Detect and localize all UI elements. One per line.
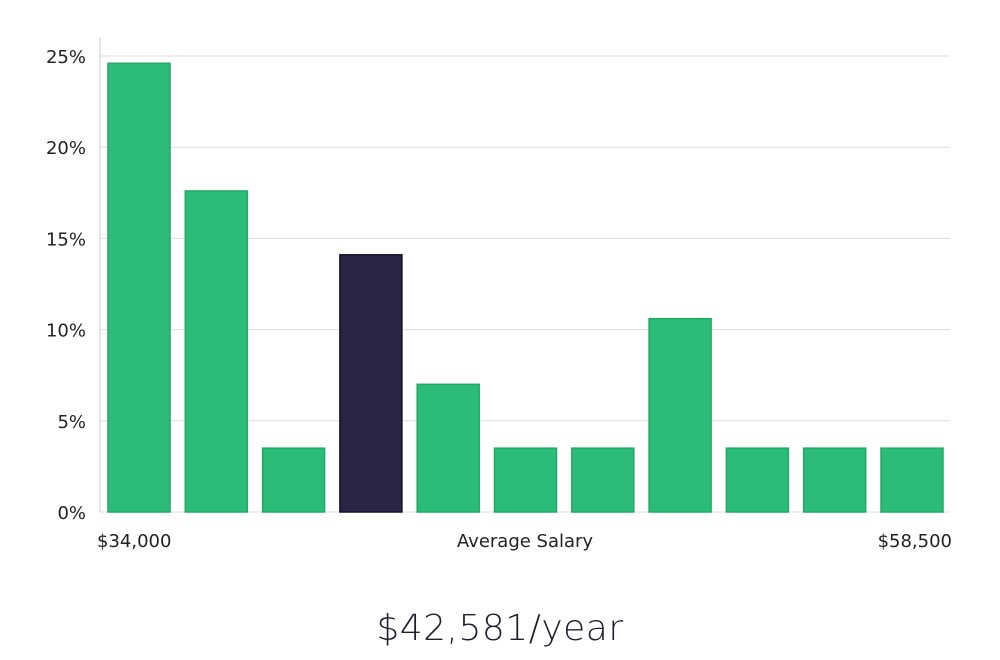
- y-tick-label: 10%: [46, 321, 86, 342]
- x-axis-label: Average Salary: [457, 531, 594, 552]
- histogram-bar: [493, 447, 558, 513]
- average-salary-value: $42,581/year: [376, 608, 624, 649]
- y-tick-label: 15%: [46, 229, 86, 250]
- y-tick-label: 0%: [57, 503, 86, 524]
- y-tick-label: 20%: [46, 138, 86, 159]
- histogram-bar: [802, 447, 867, 513]
- x-max-label: $58,500: [878, 531, 952, 552]
- y-tick-label: 25%: [46, 47, 86, 68]
- salary-histogram: 0%5%10%15%20%25% $34,000 Average Salary …: [46, 37, 952, 552]
- y-tick-labels: 0% 5% 10% 15% 20% 25%: [46, 47, 86, 524]
- y-tick-label: 5%: [57, 412, 86, 433]
- histogram-bar: [880, 447, 944, 513]
- histogram-bar: [571, 447, 635, 513]
- histogram-bar: [725, 447, 790, 513]
- histogram-bar: [261, 447, 326, 513]
- histogram-bar: [416, 383, 480, 513]
- histogram-bar-highlighted: [339, 254, 403, 513]
- histogram-bar: [648, 317, 712, 513]
- histogram-bars: [107, 62, 944, 513]
- histogram-bar: [184, 190, 249, 513]
- x-min-label: $34,000: [97, 531, 171, 552]
- histogram-bar: [107, 62, 171, 513]
